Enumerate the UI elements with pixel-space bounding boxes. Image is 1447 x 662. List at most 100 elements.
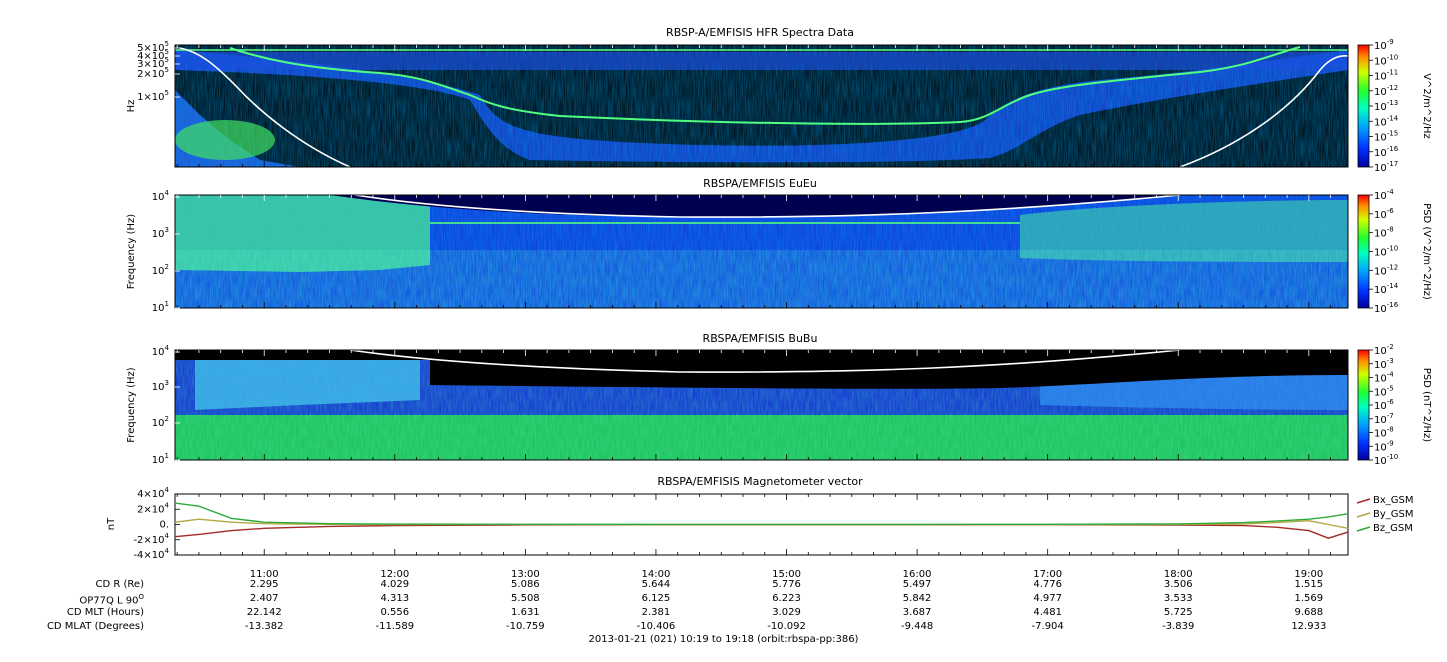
x-tick-label: 17:00 — [1033, 569, 1062, 580]
mag-y-tick-label: 4×104 — [137, 486, 169, 500]
colorbar-tick-label: 10-11 — [1374, 69, 1398, 83]
y-tick-label: 3×105 — [137, 56, 169, 70]
hfr-colorbar — [1357, 44, 1370, 168]
hfr-intense-region — [175, 120, 275, 160]
ephemeris-value: 1.569 — [1294, 593, 1324, 604]
y-tick-label: 101 — [152, 452, 169, 466]
hfr-top-band — [175, 52, 1348, 70]
series-line-Bz_GSM — [174, 502, 1349, 526]
magnetometer-series — [174, 502, 1349, 539]
magnetometer-legend: Bx_GSM By_GSM Bz_GSM — [1356, 495, 1414, 534]
y-axis-title: Hz — [126, 100, 137, 113]
ephemeris-value: 3.029 — [772, 607, 801, 618]
ephemeris-value: 5.776 — [772, 579, 801, 590]
ephemeris-value: -13.382 — [244, 621, 284, 632]
axis-ticks — [175, 45, 1331, 556]
ephemeris-value: 1.515 — [1294, 579, 1324, 590]
eueu-colorbar — [1357, 194, 1370, 309]
y-tick-labels: 11:00 12:00 13:00 14:00 15:00 16:00 17:00 18:00… — [133, 40, 1323, 580]
ephemeris-value: 3.687 — [902, 607, 932, 618]
y-tick-label: 4×105 — [137, 48, 169, 62]
ephemeris-value: 9.688 — [1294, 607, 1324, 618]
colorbar-tick-label: 10-13 — [1374, 99, 1398, 113]
x-tick-label: 14:00 — [642, 569, 671, 580]
colorbar-tick-label: 10-10 — [1374, 453, 1398, 467]
hfr-green-trace — [229, 46, 1301, 125]
ephemeris-value: 2.381 — [641, 607, 671, 618]
ephemeris-value: -7.904 — [1031, 621, 1064, 632]
ephemeris-value: -3.839 — [1162, 621, 1195, 632]
colorbar-tick-label: 10-4 — [1374, 371, 1394, 385]
colorbar-tick-label: 10-15 — [1374, 130, 1398, 144]
y-axis-title: Frequency (Hz) — [126, 214, 137, 290]
ephemeris-value: 3.506 — [1163, 579, 1193, 590]
colorbar-tick-label: 10-5 — [1374, 384, 1394, 398]
ephemeris-value: -9.448 — [900, 621, 934, 632]
plot-footer: 2013-01-21 (021) 10:19 to 19:18 (orbit:r… — [588, 634, 859, 645]
ephemeris-value: 2.407 — [249, 593, 279, 604]
colorbar-tick-label: 10-16 — [1374, 145, 1399, 159]
legend-swatch — [1356, 512, 1371, 518]
x-tick-label: 15:00 — [772, 569, 801, 580]
ephemeris-row-label: CD MLAT (Degrees) — [46, 621, 144, 632]
eueu-mid-noise — [175, 250, 1348, 308]
y-tick-label: 104 — [152, 344, 170, 358]
colorbar-tick-label: 10-12 — [1374, 263, 1398, 277]
colorbar-tick-label: 10-7 — [1374, 412, 1394, 426]
colorbar-tick-label: 10-10 — [1374, 53, 1398, 67]
eueu-panel — [174, 194, 1349, 309]
y-tick-label: 101 — [152, 300, 169, 314]
x-tick-label: 16:00 — [903, 569, 932, 580]
mag-y-tick-label: 2×104 — [137, 501, 169, 515]
colorbar-tick-label: 10-12 — [1374, 84, 1398, 98]
colorbar-tick-label: 10-6 — [1374, 207, 1394, 221]
y-tick-label: 104 — [152, 189, 170, 203]
axis-titles: Hz Frequency (Hz) Frequency (Hz) nT — [106, 100, 137, 531]
hfr-white-curve-right — [1179, 55, 1349, 168]
ephemeris-value: 5.508 — [511, 593, 540, 604]
ephemeris-value: -10.759 — [506, 621, 545, 632]
colorbar-tick-label: 10-6 — [1374, 398, 1394, 412]
ephemeris-value: 22.142 — [246, 607, 282, 618]
colorbar-tick-label: 10-9 — [1374, 38, 1394, 52]
y-tick-label: 2×105 — [137, 66, 169, 80]
colorbar-tick-label: 10-3 — [1374, 357, 1394, 371]
colorbar-title: PSD (nT^2/Hz) — [1421, 368, 1432, 442]
colorbar-tick-label: 10-17 — [1374, 160, 1398, 174]
mag-y-tick-label: -4×104 — [133, 547, 169, 561]
y-tick-label: 103 — [152, 379, 169, 393]
x-tick-label: 11:00 — [250, 569, 279, 580]
ephemeris-value: 6.125 — [641, 593, 671, 604]
ephemeris-value: -11.589 — [375, 621, 415, 632]
ephemeris-value: 0.556 — [380, 607, 410, 618]
x-tick-label: 19:00 — [1294, 569, 1323, 580]
ephemeris-value: 12.933 — [1291, 621, 1327, 632]
ephemeris-row-label: CD MLT (Hours) — [66, 607, 144, 618]
colorbar-tick-labels: 10-910-1010-1110-1210-1310-1410-1510-161… — [1369, 38, 1432, 467]
eueu-white-curve — [354, 194, 1181, 218]
hfr-title: RBSP-A/EMFISIS HFR Spectra Data — [666, 26, 854, 39]
bubu-title: RBSPA/EMFISIS BuBu — [702, 332, 818, 345]
ephemeris-value: 4.481 — [1033, 607, 1062, 618]
y-tick-label: 5×105 — [137, 40, 169, 54]
ephemeris-value: 5.086 — [511, 579, 540, 590]
ephemeris-value: 4.977 — [1033, 593, 1062, 604]
ephemeris-value: 5.497 — [902, 579, 932, 590]
ephemeris-value: 4.313 — [380, 593, 410, 604]
colorbar-tick-label: 10-8 — [1374, 226, 1394, 240]
ephemeris-value: -10.092 — [767, 621, 806, 632]
legend-label: Bz_GSM — [1373, 523, 1413, 534]
eueu-right-intense-region — [1020, 200, 1348, 262]
bubu-left-intense-region — [195, 350, 420, 410]
x-tick-label: 18:00 — [1164, 569, 1193, 580]
bubu-colorbar — [1357, 349, 1370, 461]
legend-label: By_GSM — [1373, 509, 1414, 520]
y-axis-title: Frequency (Hz) — [126, 367, 137, 443]
hfr-frame — [174, 44, 1349, 168]
legend-swatch — [1356, 526, 1371, 532]
bubu-frame — [174, 349, 1349, 461]
mag-y-tick-label: 0. — [159, 520, 169, 531]
colorbar-tick-label: 10-14 — [1374, 282, 1399, 296]
colorbar-tick-label: 10-8 — [1374, 426, 1394, 440]
y-tick-label: 102 — [152, 415, 169, 429]
